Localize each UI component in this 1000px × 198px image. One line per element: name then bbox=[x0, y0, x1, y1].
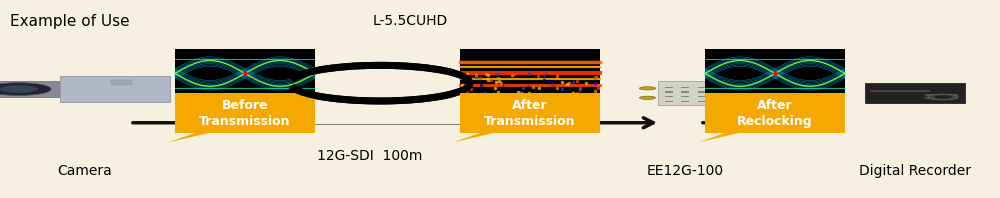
Polygon shape bbox=[698, 133, 740, 142]
Bar bbox=[698, 91, 706, 93]
Bar bbox=[175, 93, 315, 133]
Bar bbox=[698, 96, 706, 97]
Bar bbox=[665, 91, 673, 93]
Bar bbox=[681, 101, 689, 102]
Polygon shape bbox=[453, 133, 495, 142]
Bar bbox=[175, 50, 315, 97]
Text: Camera: Camera bbox=[58, 164, 112, 178]
Bar bbox=[665, 101, 673, 102]
Circle shape bbox=[0, 83, 51, 96]
Bar bbox=[665, 96, 673, 97]
Bar bbox=[698, 101, 706, 102]
Bar bbox=[870, 90, 930, 92]
Bar bbox=[460, 93, 600, 133]
Text: Before
Transmission: Before Transmission bbox=[199, 99, 291, 128]
Text: L-5.5CUHD: L-5.5CUHD bbox=[372, 14, 448, 28]
Bar bbox=[665, 87, 673, 88]
Bar bbox=[949, 94, 958, 96]
Bar bbox=[925, 97, 934, 99]
Bar bbox=[937, 97, 946, 99]
Circle shape bbox=[640, 96, 656, 99]
Circle shape bbox=[934, 95, 952, 99]
Text: Example of Use: Example of Use bbox=[10, 14, 130, 29]
Bar bbox=[290, 106, 470, 124]
Text: After
Transmission: After Transmission bbox=[484, 99, 576, 128]
Bar bbox=[0, 81, 60, 97]
Text: After
Reclocking: After Reclocking bbox=[737, 99, 813, 128]
Bar bbox=[705, 93, 845, 133]
Bar bbox=[681, 87, 689, 88]
Bar bbox=[681, 96, 689, 97]
Bar bbox=[865, 83, 965, 103]
Circle shape bbox=[640, 87, 656, 90]
Bar bbox=[111, 80, 132, 85]
Polygon shape bbox=[168, 133, 210, 142]
Bar bbox=[60, 76, 170, 102]
Bar bbox=[460, 50, 600, 97]
Circle shape bbox=[0, 85, 38, 93]
Text: EE12G-100: EE12G-100 bbox=[646, 164, 724, 178]
Text: 12G-SDI  100m: 12G-SDI 100m bbox=[317, 148, 423, 163]
Bar bbox=[658, 81, 713, 105]
Bar bbox=[937, 94, 946, 96]
Circle shape bbox=[928, 94, 958, 100]
Bar bbox=[949, 97, 958, 99]
Bar bbox=[698, 87, 706, 88]
Text: Digital Recorder: Digital Recorder bbox=[859, 164, 971, 178]
Bar bbox=[681, 91, 689, 93]
Bar bbox=[705, 50, 845, 97]
Bar bbox=[925, 94, 934, 96]
